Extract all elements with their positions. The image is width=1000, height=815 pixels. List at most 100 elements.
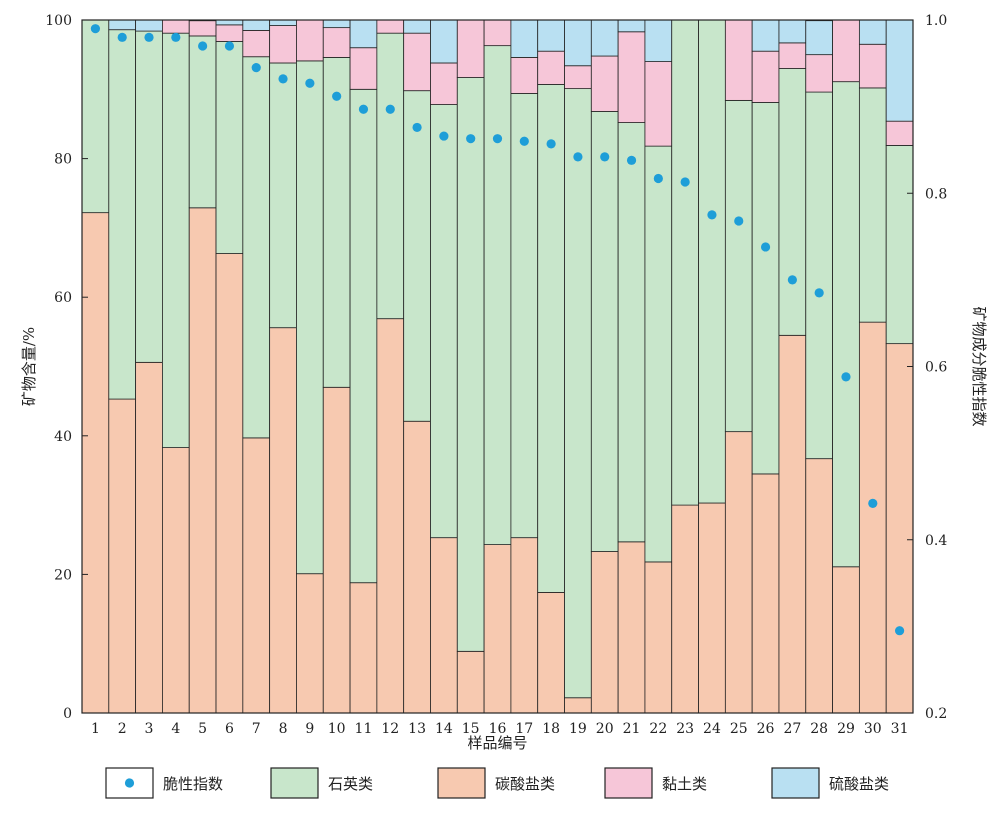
bar-segment xyxy=(858,87,887,323)
x-tick-label: 23 xyxy=(676,721,694,737)
brittleness-point xyxy=(90,24,101,34)
bar-segment xyxy=(376,32,405,320)
y-tick-label: 0 xyxy=(63,706,72,722)
brittleness-point xyxy=(198,41,208,51)
bar-segment xyxy=(805,20,833,56)
bar-segment xyxy=(537,19,565,52)
bar-segment xyxy=(162,32,190,448)
bar-segment xyxy=(778,42,807,69)
x-tick-label: 31 xyxy=(891,721,909,737)
bar-segment xyxy=(724,19,753,101)
brittleness-point xyxy=(787,275,797,285)
bar-segment xyxy=(564,19,592,67)
bar-segment xyxy=(403,420,431,714)
bar-segment xyxy=(296,573,324,714)
bar-segment xyxy=(269,19,297,26)
legend-swatch xyxy=(771,767,820,799)
brittleness-point xyxy=(251,63,261,73)
brittleness-point xyxy=(224,41,235,51)
bar-segment xyxy=(564,697,592,714)
legend-label: 黏土类 xyxy=(662,775,707,793)
x-tick-label: 27 xyxy=(783,721,801,737)
x-tick-label: 9 xyxy=(305,721,314,737)
bar-segment xyxy=(322,19,351,29)
legend-swatch xyxy=(604,767,653,799)
brittleness-point xyxy=(332,91,342,101)
bar-segment xyxy=(81,19,110,214)
legend-label: 碳酸盐类 xyxy=(495,775,555,793)
legend-swatch xyxy=(270,767,319,799)
brittleness-point xyxy=(412,122,422,133)
bar-segment xyxy=(644,561,673,714)
y-tick-label: 60 xyxy=(54,290,72,306)
bar-segment xyxy=(510,93,539,539)
bar-segment xyxy=(832,566,860,714)
bar-segment xyxy=(724,99,753,433)
bar-segment xyxy=(751,473,780,714)
bar-segment xyxy=(135,361,163,714)
x-tick-label: 21 xyxy=(623,721,641,737)
brittleness-point xyxy=(278,74,288,84)
x-tick-label: 18 xyxy=(542,721,560,737)
bar-segment xyxy=(778,68,807,336)
bar-segment xyxy=(269,25,297,64)
bar-segment xyxy=(349,582,378,714)
x-tick-label: 12 xyxy=(381,721,399,737)
bar-segment xyxy=(162,447,190,714)
bar-segment xyxy=(805,91,833,460)
x-tick-label: 26 xyxy=(757,721,775,737)
x-tick-label: 15 xyxy=(462,721,480,737)
x-tick-label: 14 xyxy=(435,721,453,737)
legend-swatch xyxy=(437,767,486,799)
brittleness-point xyxy=(439,131,449,141)
brittleness-point xyxy=(626,155,637,165)
brittleness-point xyxy=(894,626,905,636)
bar-segment xyxy=(269,62,297,329)
x-tick-label: 7 xyxy=(252,721,261,737)
x-tick-label: 16 xyxy=(489,721,507,737)
x-tick-label: 1 xyxy=(91,721,100,737)
bar-segment xyxy=(376,318,405,714)
bar-segment xyxy=(617,19,646,33)
bar-segment xyxy=(617,31,646,123)
bar-segment xyxy=(456,19,485,78)
brittleness-point xyxy=(305,78,315,88)
bar-segment xyxy=(430,537,458,714)
y2-axis-label: 矿物成分脆性指数 xyxy=(970,306,988,426)
bar-segment xyxy=(537,84,565,593)
y-axis-label: 矿物含量/% xyxy=(20,327,38,406)
bar-segment xyxy=(483,19,512,47)
x-tick-label: 17 xyxy=(515,721,533,737)
x-tick-label: 24 xyxy=(703,721,721,737)
brittleness-point xyxy=(760,242,771,252)
bar-segment xyxy=(483,45,512,546)
brittleness-point xyxy=(492,134,503,144)
bar-segment xyxy=(188,207,217,714)
bar-segment xyxy=(108,398,137,714)
x-tick-label: 11 xyxy=(355,721,373,737)
brittleness-point xyxy=(358,104,369,114)
bar-segment xyxy=(456,77,485,652)
bar-segment xyxy=(858,321,887,714)
bar-segment xyxy=(349,19,378,49)
bar-segment xyxy=(215,19,244,26)
x-tick-label: 28 xyxy=(810,721,828,737)
bar-segment xyxy=(805,458,833,714)
legend-point-icon xyxy=(124,778,135,788)
y-tick-label: 80 xyxy=(54,152,72,168)
bar-segment xyxy=(135,19,163,32)
bar-segment xyxy=(644,145,673,563)
brittleness-point xyxy=(814,288,824,298)
brittleness-point xyxy=(519,136,529,146)
bar-segment xyxy=(242,437,271,714)
bar-segment xyxy=(617,122,646,543)
bar-segment xyxy=(108,29,137,400)
bar-segment xyxy=(322,57,351,388)
bar-segment xyxy=(510,537,539,714)
bar-segment xyxy=(590,111,619,552)
brittleness-point xyxy=(466,134,476,144)
x-tick-label: 4 xyxy=(171,721,180,737)
y2-tick-label: 0.2 xyxy=(925,706,947,722)
bar-segment xyxy=(376,19,405,34)
